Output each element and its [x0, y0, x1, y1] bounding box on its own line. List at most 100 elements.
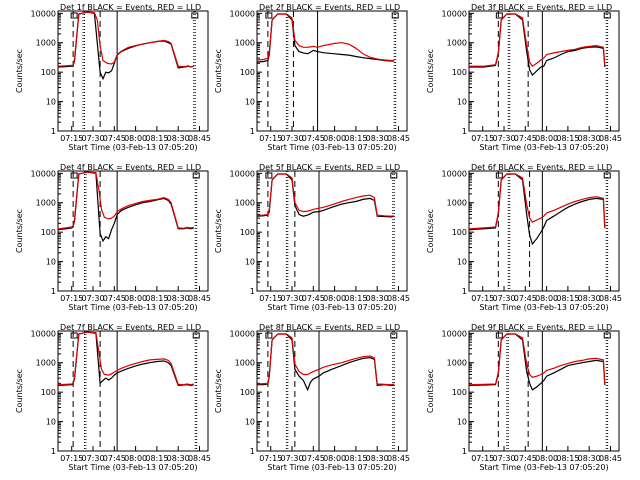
x-tick-label: 07:30 [81, 134, 104, 143]
plot-frame [57, 10, 209, 132]
x-tick-label: 08:45 [188, 454, 211, 463]
x-tick-label: 08:45 [387, 134, 410, 143]
plot-frame [256, 330, 408, 452]
y-tick-label: 10000 [230, 9, 255, 18]
series-lld-line [256, 333, 395, 386]
y-tick-label: 100 [452, 228, 467, 237]
plot-title: Det 7f BLACK = Events, RED = LLD [60, 323, 201, 332]
y-tick-label: 1 [51, 127, 56, 136]
y-tick-label: 100 [41, 68, 56, 77]
y-tick-label: 10 [245, 418, 255, 427]
y-tick-label: 100 [41, 228, 56, 237]
x-tick-label: 07:15 [471, 454, 494, 463]
x-tick-label: 08:45 [188, 294, 211, 303]
plot-frame [468, 10, 620, 132]
x-tick-label: 08:15 [145, 294, 168, 303]
plot-title: Det 8f BLACK = Events, RED = LLD [259, 323, 400, 332]
plot-frame [468, 330, 620, 452]
marker-box [390, 332, 398, 339]
y-tick-label: 1000 [447, 39, 467, 48]
x-tick-label: 08:30 [366, 454, 389, 463]
x-tick-label: 07:30 [492, 454, 515, 463]
x-tick-label: 08:15 [344, 134, 367, 143]
y-tick-label: 1000 [235, 359, 255, 368]
x-tick-label: 07:15 [259, 294, 282, 303]
x-tick-label: 07:15 [259, 454, 282, 463]
y-tick-label: 100 [452, 68, 467, 77]
y-tick-label: 1 [462, 447, 467, 456]
x-tick-label: 08:45 [387, 294, 410, 303]
y-tick-label: 10000 [230, 329, 255, 338]
y-tick-label: 1 [51, 447, 56, 456]
y-axis-label: Counts/sec [15, 209, 24, 253]
x-tick-label: 07:30 [81, 454, 104, 463]
y-tick-label: 10000 [230, 169, 255, 178]
x-tick-label: 07:45 [103, 454, 126, 463]
marker-box [390, 172, 398, 179]
y-tick-label: 10000 [442, 169, 467, 178]
x-axis-label: Start Time (03-Feb-13 07:05:20) [479, 463, 608, 472]
y-tick-label: 10000 [31, 329, 56, 338]
y-tick-label: 100 [41, 388, 56, 397]
y-tick-label: 1 [250, 287, 255, 296]
x-axis-label: Start Time (03-Feb-13 07:05:20) [267, 143, 396, 152]
plot-frame [256, 10, 408, 132]
y-axis-label: Counts/sec [214, 209, 223, 253]
x-tick-label: 07:30 [280, 134, 303, 143]
marker-box [603, 12, 611, 19]
marker-box [70, 12, 78, 19]
y-tick-label: 100 [240, 68, 255, 77]
x-tick-label: 08:00 [323, 454, 346, 463]
y-tick-label: 10000 [442, 9, 467, 18]
x-tick-label: 07:45 [302, 134, 325, 143]
series-events-line [256, 13, 395, 63]
series-events-line [468, 333, 606, 391]
x-tick-label: 08:15 [556, 294, 579, 303]
y-tick-label: 10000 [31, 9, 56, 18]
marker-box [391, 12, 399, 19]
x-tick-label: 07:45 [302, 294, 325, 303]
x-tick-label: 08:45 [599, 294, 622, 303]
marker-box [265, 172, 273, 179]
x-tick-label: 08:15 [556, 134, 579, 143]
x-tick-label: 08:30 [167, 294, 190, 303]
series-lld-line [468, 333, 606, 386]
x-tick-label: 08:30 [167, 454, 190, 463]
x-tick-label: 08:30 [578, 294, 601, 303]
y-tick-label: 10 [245, 258, 255, 267]
x-tick-label: 08:15 [556, 454, 579, 463]
y-tick-label: 100 [240, 228, 255, 237]
x-axis-label: Start Time (03-Feb-13 07:05:20) [479, 143, 608, 152]
y-tick-label: 100 [452, 388, 467, 397]
x-tick-label: 07:15 [259, 134, 282, 143]
x-tick-label: 08:00 [124, 454, 147, 463]
series-lld-line [57, 331, 194, 386]
plot-title: Det 6f BLACK = Events, RED = LLD [471, 163, 612, 172]
series-events-line [468, 173, 606, 246]
x-tick-label: 07:45 [103, 134, 126, 143]
y-axis-label: Counts/sec [426, 49, 435, 93]
x-tick-label: 07:30 [492, 134, 515, 143]
plot-title: Det 1f BLACK = Events, RED = LLD [60, 3, 201, 12]
x-axis-label: Start Time (03-Feb-13 07:05:20) [479, 303, 608, 312]
x-tick-label: 08:15 [145, 134, 168, 143]
x-tick-label: 08:30 [578, 454, 601, 463]
x-tick-label: 07:45 [103, 294, 126, 303]
x-tick-label: 07:30 [280, 454, 303, 463]
y-tick-label: 10 [457, 418, 467, 427]
x-axis-label: Start Time (03-Feb-13 07:05:20) [267, 303, 396, 312]
x-tick-label: 07:45 [302, 454, 325, 463]
series-lld-line [57, 11, 194, 68]
x-tick-label: 07:30 [81, 294, 104, 303]
y-tick-label: 1000 [36, 39, 56, 48]
y-axis-label: Counts/sec [15, 369, 24, 413]
marker-box [495, 172, 503, 179]
series-events-line [257, 333, 395, 392]
series-events-line [256, 173, 395, 218]
x-axis-label: Start Time (03-Feb-13 07:05:20) [68, 463, 197, 472]
x-tick-label: 08:15 [344, 454, 367, 463]
y-tick-label: 1000 [447, 199, 467, 208]
plot-title: Det 9f BLACK = Events, RED = LLD [471, 323, 612, 332]
